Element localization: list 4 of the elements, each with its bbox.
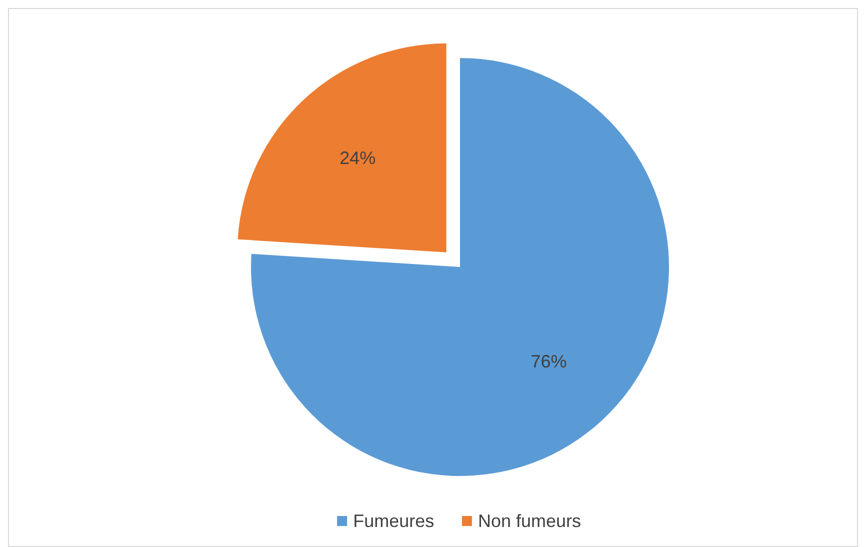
data-label: 76% [530, 351, 567, 372]
legend-label: Fumeures [353, 511, 434, 531]
legend-label: Non fumeurs [478, 511, 582, 531]
data-label: 24% [340, 148, 376, 168]
